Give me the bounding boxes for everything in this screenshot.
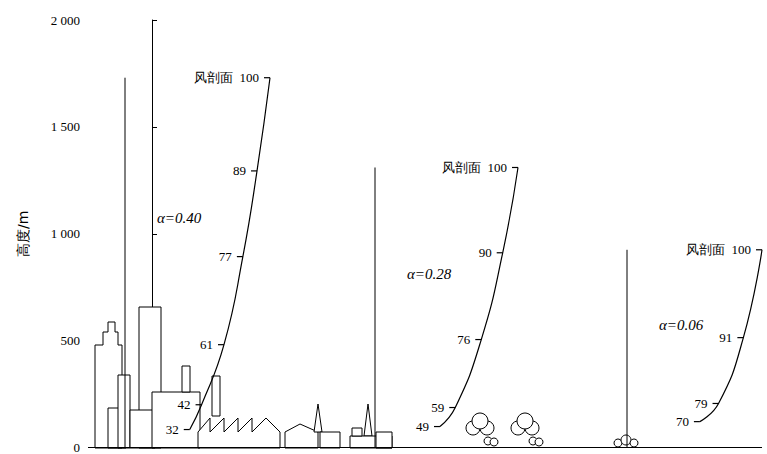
svg-text:0: 0 xyxy=(74,440,81,454)
svg-text:59: 59 xyxy=(431,400,444,415)
svg-text:风剖面 100: 风剖面 100 xyxy=(194,70,259,85)
svg-text:风剖面 100: 风剖面 100 xyxy=(442,160,507,175)
svg-text:77: 77 xyxy=(219,249,233,264)
svg-text:49: 49 xyxy=(416,419,429,434)
svg-text:风剖面 100: 风剖面 100 xyxy=(686,242,751,257)
svg-text:42: 42 xyxy=(178,397,191,412)
svg-text:α=0.28: α=0.28 xyxy=(407,266,452,282)
svg-text:32: 32 xyxy=(166,422,179,437)
svg-text:90: 90 xyxy=(479,245,492,260)
svg-text:α=0.06: α=0.06 xyxy=(659,317,704,333)
svg-text:79: 79 xyxy=(695,396,708,411)
svg-text:高度/m: 高度/m xyxy=(15,211,31,257)
svg-text:70: 70 xyxy=(676,414,689,429)
svg-text:500: 500 xyxy=(61,333,81,348)
svg-text:91: 91 xyxy=(719,330,732,345)
svg-text:1 500: 1 500 xyxy=(51,119,80,134)
svg-text:89: 89 xyxy=(233,163,246,178)
svg-text:61: 61 xyxy=(200,337,213,352)
svg-text:α=0.40: α=0.40 xyxy=(157,210,202,226)
svg-text:1 000: 1 000 xyxy=(51,226,80,241)
svg-text:2 000: 2 000 xyxy=(51,13,80,28)
svg-text:76: 76 xyxy=(457,332,471,347)
